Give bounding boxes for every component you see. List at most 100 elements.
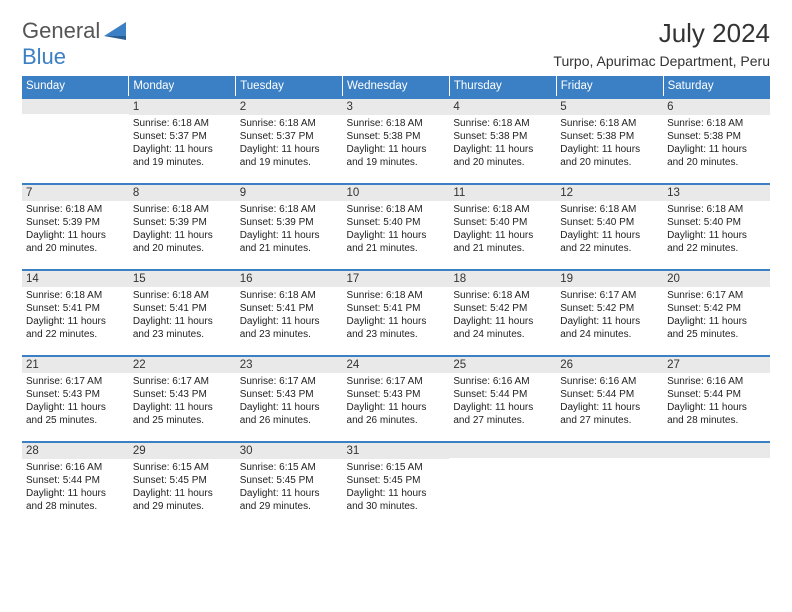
- sunrise-line: Sunrise: 6:15 AM: [347, 461, 446, 474]
- sunrise-line: Sunrise: 6:18 AM: [26, 203, 125, 216]
- weekday-header: Monday: [129, 76, 236, 97]
- day-details: Sunrise: 6:15 AMSunset: 5:45 PMDaylight:…: [236, 459, 343, 517]
- day-details: Sunrise: 6:18 AMSunset: 5:38 PMDaylight:…: [449, 115, 556, 173]
- calendar-table: Sunday Monday Tuesday Wednesday Thursday…: [22, 76, 770, 527]
- sunrise-line: Sunrise: 6:17 AM: [240, 375, 339, 388]
- sunset-line: Sunset: 5:42 PM: [453, 302, 552, 315]
- day-number: 4: [449, 97, 556, 115]
- empty-band: [556, 441, 663, 458]
- daylight-line: Daylight: 11 hours and 19 minutes.: [240, 143, 339, 169]
- daylight-line: Daylight: 11 hours and 19 minutes.: [347, 143, 446, 169]
- day-number: 31: [343, 441, 450, 459]
- calendar-row: 21Sunrise: 6:17 AMSunset: 5:43 PMDayligh…: [22, 355, 770, 441]
- day-details: Sunrise: 6:18 AMSunset: 5:38 PMDaylight:…: [343, 115, 450, 173]
- day-number: 13: [663, 183, 770, 201]
- logo: General Blue: [22, 18, 126, 70]
- logo-word-general: General: [22, 18, 100, 43]
- day-details: Sunrise: 6:18 AMSunset: 5:39 PMDaylight:…: [22, 201, 129, 259]
- calendar-body: 1Sunrise: 6:18 AMSunset: 5:37 PMDaylight…: [22, 97, 770, 527]
- daylight-line: Daylight: 11 hours and 20 minutes.: [133, 229, 232, 255]
- empty-band: [22, 97, 129, 114]
- day-details: Sunrise: 6:17 AMSunset: 5:42 PMDaylight:…: [663, 287, 770, 345]
- calendar-cell-empty: [556, 441, 663, 527]
- day-number: 21: [22, 355, 129, 373]
- calendar-row: 1Sunrise: 6:18 AMSunset: 5:37 PMDaylight…: [22, 97, 770, 183]
- sunrise-line: Sunrise: 6:18 AM: [133, 289, 232, 302]
- sunset-line: Sunset: 5:43 PM: [26, 388, 125, 401]
- sunrise-line: Sunrise: 6:18 AM: [133, 117, 232, 130]
- weekday-header-row: Sunday Monday Tuesday Wednesday Thursday…: [22, 76, 770, 97]
- calendar-cell: 10Sunrise: 6:18 AMSunset: 5:40 PMDayligh…: [343, 183, 450, 269]
- calendar-cell: 28Sunrise: 6:16 AMSunset: 5:44 PMDayligh…: [22, 441, 129, 527]
- daylight-line: Daylight: 11 hours and 21 minutes.: [347, 229, 446, 255]
- sunset-line: Sunset: 5:38 PM: [560, 130, 659, 143]
- calendar-cell: 7Sunrise: 6:18 AMSunset: 5:39 PMDaylight…: [22, 183, 129, 269]
- calendar-cell: 31Sunrise: 6:15 AMSunset: 5:45 PMDayligh…: [343, 441, 450, 527]
- daylight-line: Daylight: 11 hours and 20 minutes.: [453, 143, 552, 169]
- sunset-line: Sunset: 5:37 PM: [240, 130, 339, 143]
- sunset-line: Sunset: 5:45 PM: [133, 474, 232, 487]
- daylight-line: Daylight: 11 hours and 25 minutes.: [667, 315, 766, 341]
- daylight-line: Daylight: 11 hours and 22 minutes.: [560, 229, 659, 255]
- day-number: 1: [129, 97, 236, 115]
- calendar-cell: 13Sunrise: 6:18 AMSunset: 5:40 PMDayligh…: [663, 183, 770, 269]
- logo-triangle-icon: [104, 22, 126, 40]
- sunset-line: Sunset: 5:40 PM: [347, 216, 446, 229]
- sunset-line: Sunset: 5:40 PM: [560, 216, 659, 229]
- day-number: 3: [343, 97, 450, 115]
- calendar-cell: 3Sunrise: 6:18 AMSunset: 5:38 PMDaylight…: [343, 97, 450, 183]
- weekday-header: Saturday: [663, 76, 770, 97]
- calendar-cell: 17Sunrise: 6:18 AMSunset: 5:41 PMDayligh…: [343, 269, 450, 355]
- calendar-cell: 21Sunrise: 6:17 AMSunset: 5:43 PMDayligh…: [22, 355, 129, 441]
- daylight-line: Daylight: 11 hours and 26 minutes.: [240, 401, 339, 427]
- day-number: 10: [343, 183, 450, 201]
- daylight-line: Daylight: 11 hours and 20 minutes.: [560, 143, 659, 169]
- day-number: 11: [449, 183, 556, 201]
- sunset-line: Sunset: 5:41 PM: [240, 302, 339, 315]
- day-number: 7: [22, 183, 129, 201]
- day-details: Sunrise: 6:18 AMSunset: 5:41 PMDaylight:…: [129, 287, 236, 345]
- sunrise-line: Sunrise: 6:16 AM: [667, 375, 766, 388]
- calendar-row: 14Sunrise: 6:18 AMSunset: 5:41 PMDayligh…: [22, 269, 770, 355]
- sunrise-line: Sunrise: 6:17 AM: [667, 289, 766, 302]
- logo-word-blue: Blue: [22, 44, 66, 69]
- calendar-cell: 24Sunrise: 6:17 AMSunset: 5:43 PMDayligh…: [343, 355, 450, 441]
- title-block: July 2024 Turpo, Apurimac Department, Pe…: [553, 18, 770, 69]
- weekday-header: Tuesday: [236, 76, 343, 97]
- sunset-line: Sunset: 5:42 PM: [667, 302, 766, 315]
- day-number: 25: [449, 355, 556, 373]
- day-number: 12: [556, 183, 663, 201]
- day-details: Sunrise: 6:18 AMSunset: 5:40 PMDaylight:…: [663, 201, 770, 259]
- day-number: 19: [556, 269, 663, 287]
- daylight-line: Daylight: 11 hours and 20 minutes.: [26, 229, 125, 255]
- calendar-cell: 9Sunrise: 6:18 AMSunset: 5:39 PMDaylight…: [236, 183, 343, 269]
- sunset-line: Sunset: 5:39 PM: [26, 216, 125, 229]
- calendar-cell: 8Sunrise: 6:18 AMSunset: 5:39 PMDaylight…: [129, 183, 236, 269]
- calendar-cell-empty: [449, 441, 556, 527]
- daylight-line: Daylight: 11 hours and 28 minutes.: [26, 487, 125, 513]
- location-text: Turpo, Apurimac Department, Peru: [553, 53, 770, 69]
- sunset-line: Sunset: 5:41 PM: [133, 302, 232, 315]
- sunset-line: Sunset: 5:42 PM: [560, 302, 659, 315]
- day-details: Sunrise: 6:18 AMSunset: 5:41 PMDaylight:…: [236, 287, 343, 345]
- day-number: 18: [449, 269, 556, 287]
- day-details: Sunrise: 6:17 AMSunset: 5:43 PMDaylight:…: [22, 373, 129, 431]
- sunset-line: Sunset: 5:44 PM: [26, 474, 125, 487]
- weekday-header: Sunday: [22, 76, 129, 97]
- calendar-cell: 16Sunrise: 6:18 AMSunset: 5:41 PMDayligh…: [236, 269, 343, 355]
- day-details: Sunrise: 6:16 AMSunset: 5:44 PMDaylight:…: [22, 459, 129, 517]
- daylight-line: Daylight: 11 hours and 19 minutes.: [133, 143, 232, 169]
- sunrise-line: Sunrise: 6:18 AM: [347, 289, 446, 302]
- sunrise-line: Sunrise: 6:18 AM: [667, 203, 766, 216]
- sunset-line: Sunset: 5:37 PM: [133, 130, 232, 143]
- sunrise-line: Sunrise: 6:17 AM: [26, 375, 125, 388]
- day-details: Sunrise: 6:17 AMSunset: 5:43 PMDaylight:…: [129, 373, 236, 431]
- sunset-line: Sunset: 5:39 PM: [133, 216, 232, 229]
- sunset-line: Sunset: 5:38 PM: [667, 130, 766, 143]
- sunset-line: Sunset: 5:39 PM: [240, 216, 339, 229]
- calendar-cell: 20Sunrise: 6:17 AMSunset: 5:42 PMDayligh…: [663, 269, 770, 355]
- day-number: 28: [22, 441, 129, 459]
- calendar-cell: 6Sunrise: 6:18 AMSunset: 5:38 PMDaylight…: [663, 97, 770, 183]
- daylight-line: Daylight: 11 hours and 20 minutes.: [667, 143, 766, 169]
- daylight-line: Daylight: 11 hours and 24 minutes.: [560, 315, 659, 341]
